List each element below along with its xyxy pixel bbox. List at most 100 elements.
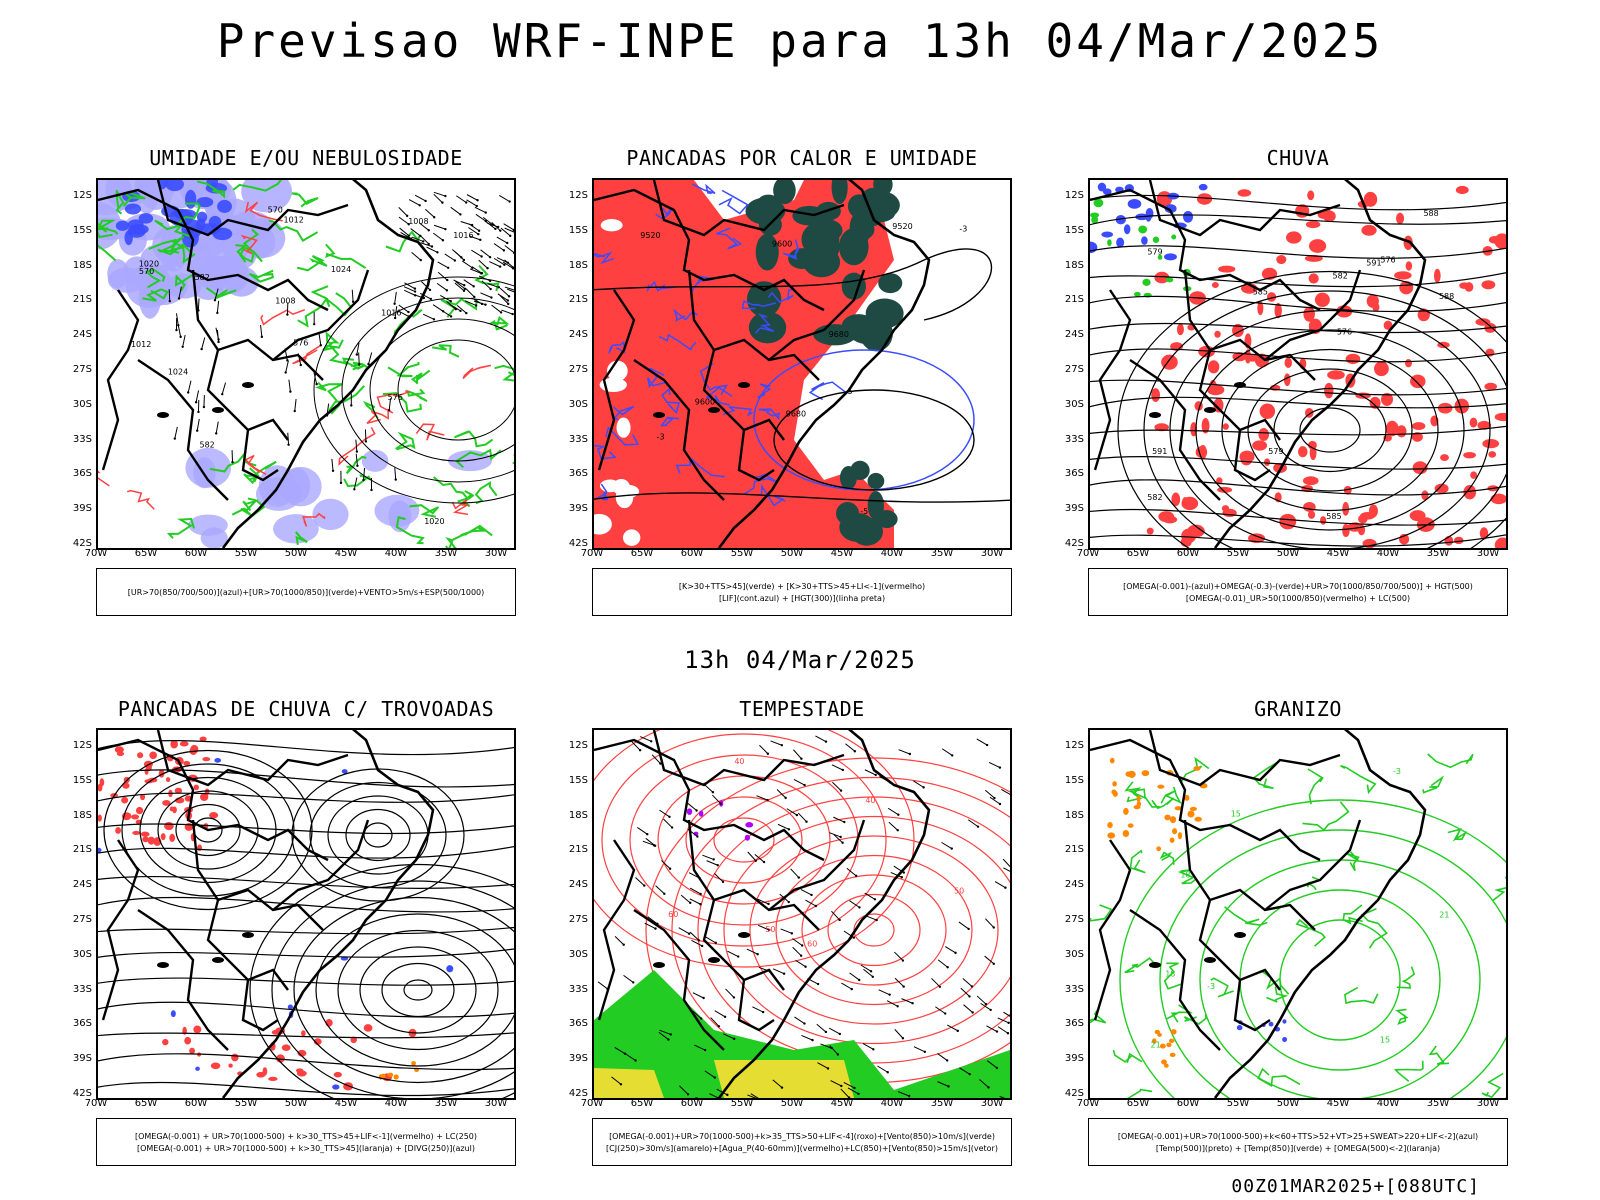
svg-text:585: 585 [1326,512,1341,521]
panel-title: UMIDADE E/OU NEBULOSIDADE [149,146,463,170]
map-plot: -3 -3 15 15 18 18 21 21 [1090,730,1506,1098]
latitude-label: 39S [568,503,588,515]
panel-legend: [K>30+TTS>45](verde) + [K>30+TTS>45+LI<-… [592,568,1012,616]
svg-text:9600: 9600 [695,397,715,406]
longitude-label: 45W [334,548,358,559]
latitude-label: 12S [72,740,92,751]
longitude-label: 35W [1426,548,1450,559]
panel-legend: [OMEGA(-0.001)-(azul)+OMEGA(-0.3)-(verde… [1088,568,1508,616]
longitude-label: 50W [284,1098,308,1109]
latitude-label: 18S [568,809,588,821]
latitude-label: 12S [568,190,588,201]
longitude-label: 50W [1276,1098,1300,1109]
latitude-label: 39S [1064,503,1084,515]
latitude-label: 30S [568,948,588,960]
svg-text:-5: -5 [845,387,853,396]
svg-text:1012: 1012 [131,340,151,349]
longitude-label: 30W [484,548,508,559]
latitude-label: 27S [1064,914,1084,925]
latitude-label: 42S [1064,538,1084,549]
svg-text:18: 18 [1180,870,1190,879]
longitude-label: 45W [1326,1098,1350,1109]
legend-line: [CJ(250)>30m/s](amarelo)+[Agua_P(40-60mm… [606,1144,998,1153]
latitude-label: 18S [1064,809,1084,821]
longitude-label: 60W [1176,1098,1200,1109]
longitude-label: 65W [630,548,654,559]
svg-text:21: 21 [1151,1040,1161,1049]
longitude-label: 40W [1376,548,1400,559]
latitude-label: 27S [568,914,588,925]
map-plot: 9600 9600 9680 9680 9520 9520 -3 -3 -5 -5 [594,180,1010,548]
longitude-label: 70W [84,548,108,559]
longitude-label: 40W [384,548,408,559]
latitude-label: 36S [568,1018,588,1030]
panel-title: PANCADAS POR CALOR E UMIDADE [626,146,978,170]
latitude-label: 42S [72,538,92,549]
longitude-label: 50W [780,1098,804,1109]
panel-legend: [OMEGA(-0.001)+UR>70(1000-500)+k>35_TTS>… [592,1118,1012,1166]
latitude-label: 30S [72,398,92,410]
svg-text:579: 579 [1268,447,1283,456]
latitude-label: 36S [1064,1018,1084,1030]
longitude-label: 45W [830,548,854,559]
svg-text:576: 576 [1380,255,1395,264]
svg-text:1020: 1020 [424,517,444,526]
latitude-label: 33S [72,983,92,995]
legend-line: [OMEGA(-0.01)_UR>50(1000/850)(vermelho) … [1185,594,1411,603]
latitude-label: 18S [1064,259,1084,271]
svg-text:18: 18 [1165,970,1175,979]
svg-text:576: 576 [1337,328,1352,337]
longitude-label: 45W [830,1098,854,1109]
latitude-label: 27S [72,914,92,925]
longitude-label: 55W [730,548,754,559]
svg-text:21: 21 [1439,910,1449,919]
latitude-label: 18S [568,259,588,271]
latitude-label: 24S [72,879,92,891]
latitude-label: 15S [72,224,92,236]
latitude-label: 42S [568,538,588,549]
longitude-label: 65W [630,1098,654,1109]
latitude-label: 12S [1064,190,1084,201]
latitude-label: 30S [568,398,588,410]
longitude-label: 30W [1476,1098,1500,1109]
longitude-label: 55W [730,1098,754,1109]
svg-text:591: 591 [1152,447,1167,456]
latitude-label: 24S [568,879,588,891]
map-plot: 585 585 588 588 582 582 591 591 579 579 576 576 [1090,180,1506,548]
svg-text:1020: 1020 [139,260,159,269]
longitude-label: 35W [930,548,954,559]
latitude-label: 21S [568,294,588,306]
svg-text:15: 15 [1231,809,1241,818]
panel-title: TEMPESTADE [739,697,865,721]
svg-text:-5: -5 [860,507,868,516]
longitude-label: 30W [484,1098,508,1109]
latitude-label: 30S [72,948,92,960]
latitude-label: 39S [1064,1053,1084,1065]
panel-title: GRANIZO [1254,697,1342,721]
longitude-label: 60W [184,1098,208,1109]
longitude-label: 70W [84,1098,108,1109]
svg-text:60: 60 [807,940,817,949]
map-panel-tempestade: 40 40 50 50 60 60 [592,728,1012,1100]
latitude-label: 33S [72,433,92,445]
longitude-label: 50W [1276,548,1300,559]
svg-text:1008: 1008 [275,297,295,306]
latitude-label: 21S [72,844,92,856]
svg-text:9520: 9520 [892,222,912,231]
legend-line: [OMEGA(-0.001)+UR>70(1000-500)+k>35_TTS>… [609,1132,995,1141]
longitude-label: 70W [1076,548,1100,559]
longitude-label: 70W [580,1098,604,1109]
latitude-label: 24S [1064,329,1084,341]
legend-line: [LIF](cont.azul) + [HGT(300)](linha pret… [718,594,886,603]
latitude-label: 15S [1064,774,1084,786]
latitude-label: 21S [1064,844,1084,856]
longitude-label: 30W [980,1098,1004,1109]
map-panel-pancadas-por-calor-e-umidade: 9600 9600 9680 9680 9520 9520 -3 -3 -5 -5 [592,178,1012,550]
latitude-label: 21S [72,294,92,306]
latitude-label: 39S [72,1053,92,1065]
svg-text:40: 40 [734,757,744,766]
longitude-label: 65W [1126,1098,1150,1109]
longitude-label: 55W [234,548,258,559]
longitude-label: 60W [1176,548,1200,559]
svg-text:582: 582 [195,273,210,282]
